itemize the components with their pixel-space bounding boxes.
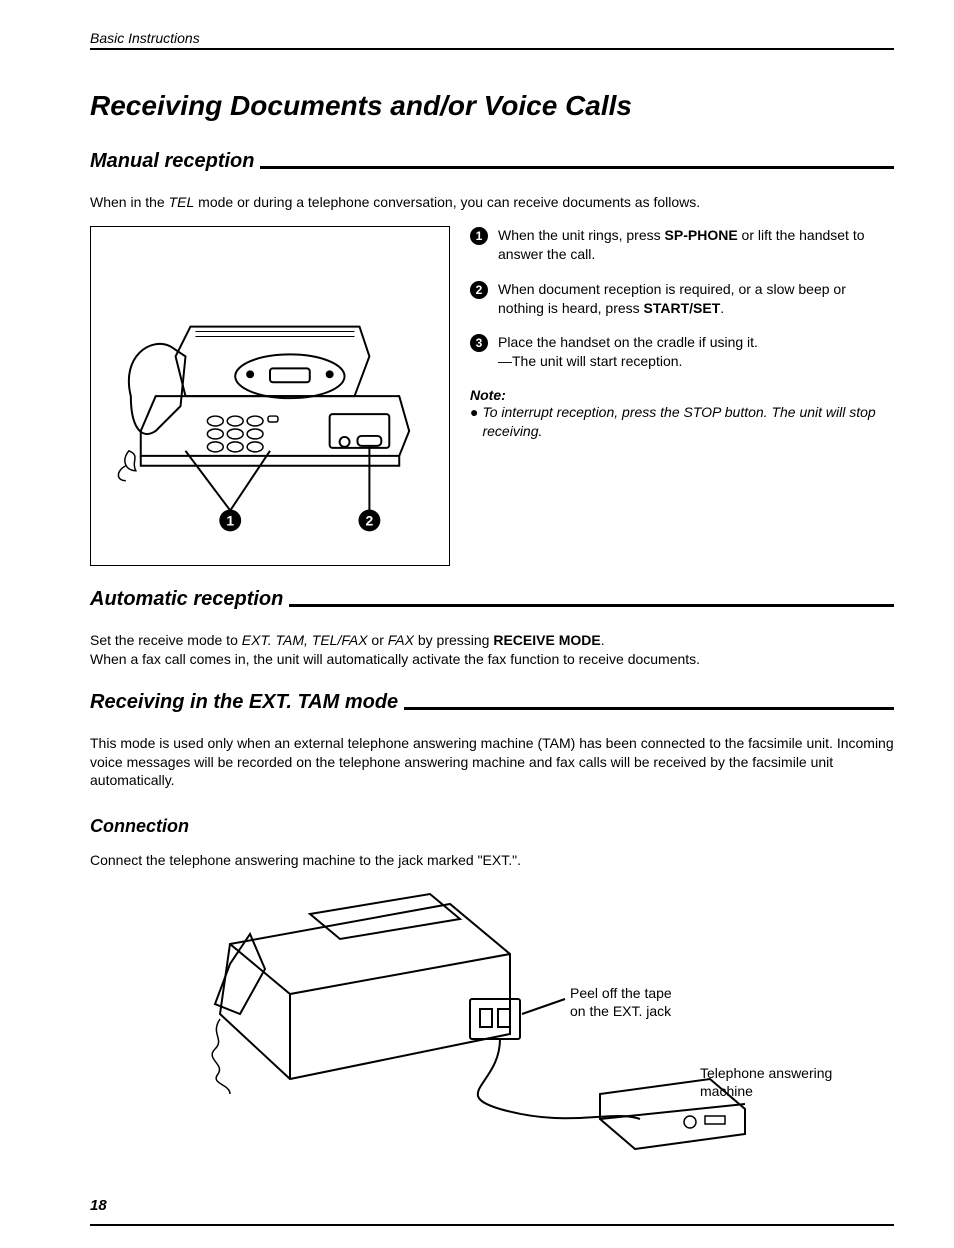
step-number-icon: 3 — [470, 334, 488, 352]
heading-rule — [404, 707, 894, 710]
heading-label: Receiving in the EXT. TAM mode — [90, 691, 398, 714]
running-header: Basic Instructions — [90, 30, 894, 50]
heading-rule — [260, 166, 894, 169]
page-number: 18 — [90, 1197, 107, 1214]
note-text: ● To interrupt reception, press the STOP… — [470, 403, 894, 441]
manual-intro: When in the TEL mode or during a telepho… — [90, 193, 894, 212]
note-label: Note: — [470, 387, 894, 403]
svg-text:2: 2 — [366, 512, 374, 528]
section-heading-manual: Manual reception — [90, 150, 894, 173]
callout-tam: Telephone answering machine — [700, 1064, 832, 1100]
heading-label: Manual reception — [90, 150, 254, 173]
step-number-icon: 1 — [470, 227, 488, 245]
step-number-icon: 2 — [470, 281, 488, 299]
svg-text:1: 1 — [226, 512, 234, 528]
heading-rule — [289, 604, 894, 607]
heading-label: Automatic reception — [90, 588, 283, 611]
connection-para: Connect the telephone answering machine … — [90, 851, 894, 870]
auto-para: Set the receive mode to EXT. TAM, TEL/FA… — [90, 631, 894, 669]
connection-illustration-svg — [170, 884, 770, 1164]
section-heading-exttam: Receiving in the EXT. TAM mode — [90, 691, 894, 714]
step-3: 3 Place the handset on the cradle if usi… — [470, 333, 894, 371]
page-title: Receiving Documents and/or Voice Calls — [90, 90, 894, 122]
callout-peel-tape: Peel off the tape on the EXT. jack — [570, 984, 672, 1020]
fax-figure: 1 2 — [90, 226, 450, 566]
step-1: 1 When the unit rings, press SP-PHONE or… — [470, 226, 894, 264]
footer-rule — [90, 1224, 894, 1226]
connection-figure: Peel off the tape on the EXT. jack Telep… — [90, 884, 894, 1164]
subheading-connection: Connection — [90, 816, 894, 837]
manual-steps: 1 When the unit rings, press SP-PHONE or… — [470, 226, 894, 441]
section-heading-auto: Automatic reception — [90, 588, 894, 611]
exttam-para: This mode is used only when an external … — [90, 734, 894, 791]
step-2: 2 When document reception is required, o… — [470, 280, 894, 318]
fax-illustration-svg: 1 2 — [101, 257, 439, 555]
